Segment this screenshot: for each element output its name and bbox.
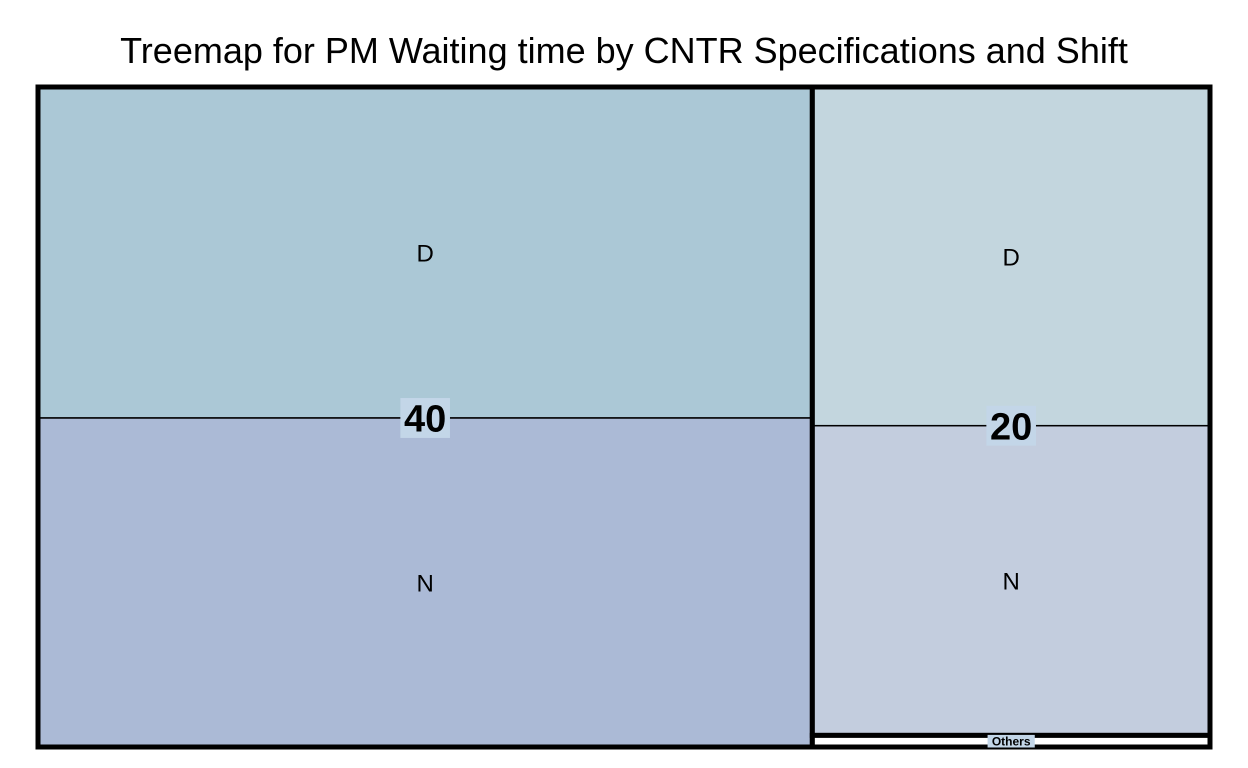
treemap-group-label-others: Others bbox=[992, 735, 1031, 749]
chart-title: Treemap for PM Waiting time by CNTR Spec… bbox=[120, 30, 1128, 71]
treemap-cell-label-40-d: D bbox=[416, 240, 433, 267]
treemap-group-label-bg-others bbox=[987, 734, 1035, 748]
treemap-cell-label-40-n: N bbox=[416, 570, 433, 597]
treemap-group-label-20: 20 bbox=[990, 406, 1032, 448]
treemap-cell-20-n bbox=[811, 424, 1211, 737]
treemap-cell-20-d bbox=[811, 86, 1211, 427]
treemap-group-label-bg-20 bbox=[986, 405, 1036, 446]
treemap-cell-40-d bbox=[37, 86, 814, 419]
treemap-group-label-bg-40 bbox=[400, 398, 450, 438]
treemap-cell-label-20-d: D bbox=[1002, 244, 1019, 271]
treemap-cell-label-20-n: N bbox=[1002, 569, 1019, 596]
treemap-group-label-40: 40 bbox=[404, 399, 446, 441]
